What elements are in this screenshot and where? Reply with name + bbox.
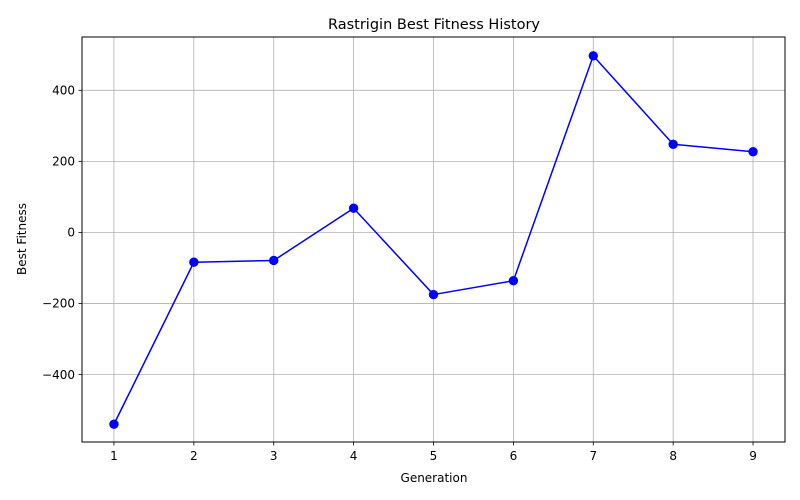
data-point xyxy=(588,51,598,61)
grid-lines xyxy=(82,37,785,442)
x-axis-label: Generation xyxy=(401,471,468,485)
data-point xyxy=(189,257,199,267)
data-point xyxy=(668,139,678,149)
y-tick-label: −400 xyxy=(42,368,75,382)
y-tick-label: 400 xyxy=(52,84,75,98)
x-tick-label: 8 xyxy=(669,449,677,463)
data-point xyxy=(428,289,439,300)
y-axis-ticks: −400 −200 0 200 400 xyxy=(42,84,82,382)
x-tick-label: 2 xyxy=(190,449,198,463)
data-point xyxy=(109,419,119,429)
x-tick-label: 9 xyxy=(749,449,757,463)
series-layer xyxy=(109,51,758,429)
x-axis-ticks: 1 2 3 4 5 6 7 8 9 xyxy=(110,442,757,463)
y-tick-label: −200 xyxy=(42,297,75,311)
x-tick-label: 7 xyxy=(589,449,597,463)
y-tick-label: 200 xyxy=(52,155,75,169)
x-tick-label: 3 xyxy=(270,449,278,463)
x-tick-label: 5 xyxy=(430,449,438,463)
x-tick-label: 1 xyxy=(110,449,118,463)
y-axis-label: Best Fitness xyxy=(15,203,29,275)
data-point xyxy=(348,203,359,213)
data-point xyxy=(748,147,758,157)
x-tick-label: 6 xyxy=(510,449,518,463)
chart-title: Rastrigin Best Fitness History xyxy=(328,17,540,33)
x-tick-label: 4 xyxy=(350,449,358,463)
data-point xyxy=(269,255,279,266)
data-point xyxy=(508,276,519,286)
y-tick-label: 0 xyxy=(67,226,75,240)
